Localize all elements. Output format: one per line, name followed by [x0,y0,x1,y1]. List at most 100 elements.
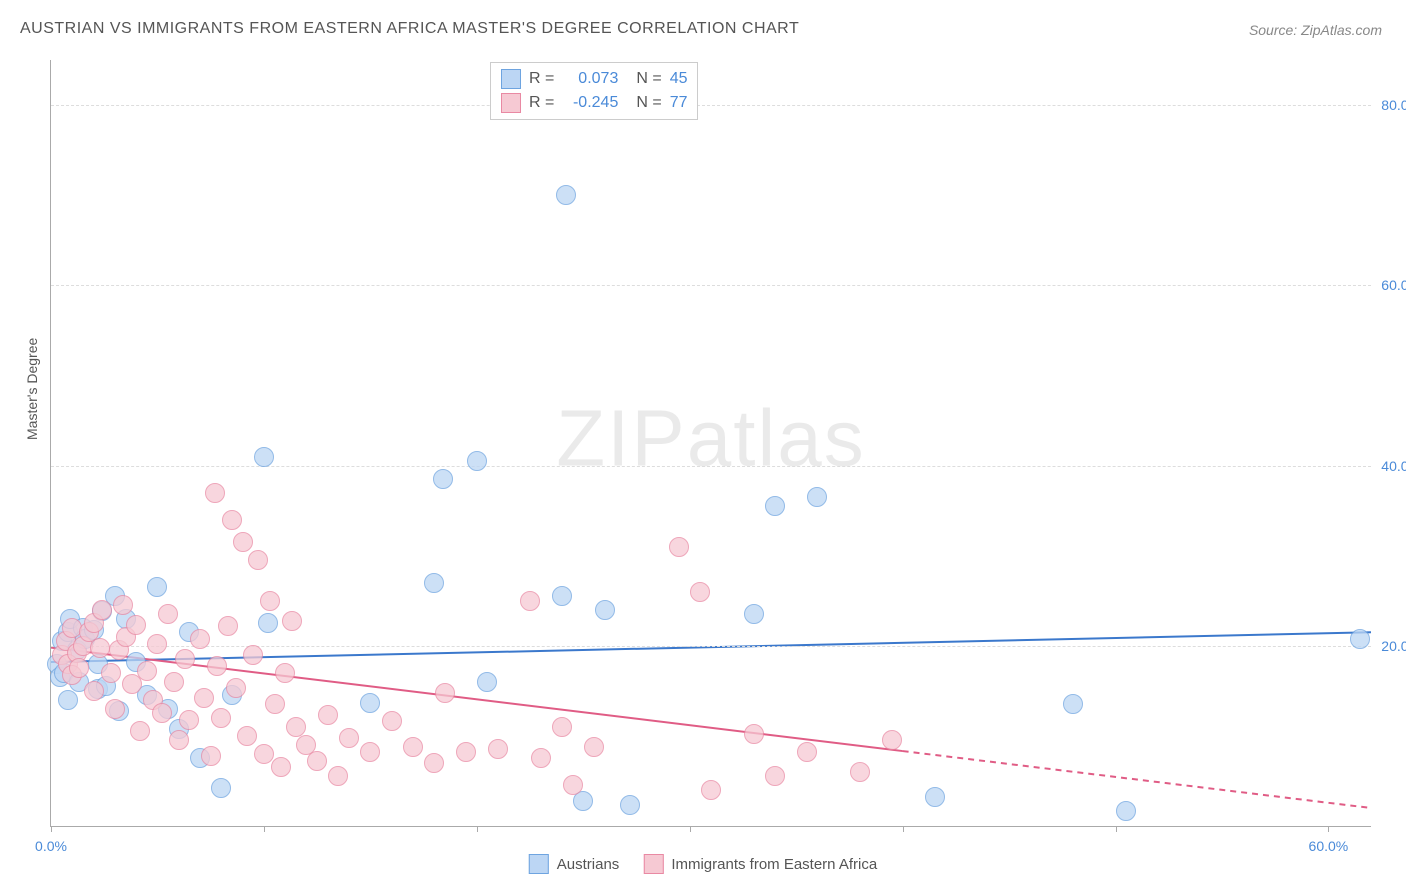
scatter-point-eastern_africa [113,595,133,615]
scatter-point-eastern_africa [424,753,444,773]
trendline-dashed-eastern_africa [903,751,1371,808]
swatch-austrians [501,69,521,89]
scatter-point-eastern_africa [152,703,172,723]
y-tick-label: 40.0% [1373,458,1406,474]
scatter-point-eastern_africa [520,591,540,611]
scatter-point-eastern_africa [218,616,238,636]
correlation-stats-box: R = 0.073 N = 45 R = -0.245 N = 77 [490,62,698,120]
y-tick-label: 80.0% [1373,97,1406,113]
scatter-point-austrians [1350,629,1370,649]
scatter-point-eastern_africa [690,582,710,602]
scatter-point-eastern_africa [164,672,184,692]
scatter-point-eastern_africa [179,710,199,730]
scatter-point-eastern_africa [105,699,125,719]
scatter-point-eastern_africa [194,688,214,708]
x-tick [51,826,52,832]
scatter-point-eastern_africa [126,615,146,635]
scatter-point-eastern_africa [226,678,246,698]
scatter-point-austrians [807,487,827,507]
scatter-point-eastern_africa [701,780,721,800]
x-tick [477,826,478,832]
scatter-point-eastern_africa [531,748,551,768]
scatter-point-eastern_africa [169,730,189,750]
scatter-point-eastern_africa [137,661,157,681]
legend: Austrians Immigrants from Eastern Africa [529,854,877,874]
watermark: ZIPatlas [556,392,865,484]
scatter-point-austrians [258,613,278,633]
scatter-point-eastern_africa [552,717,572,737]
scatter-point-austrians [424,573,444,593]
scatter-point-austrians [744,604,764,624]
scatter-point-eastern_africa [563,775,583,795]
scatter-point-eastern_africa [254,744,274,764]
scatter-point-eastern_africa [286,717,306,737]
scatter-point-eastern_africa [488,739,508,759]
legend-item-eastern-africa: Immigrants from Eastern Africa [643,854,877,874]
stats-row-eastern-africa: R = -0.245 N = 77 [501,91,687,115]
scatter-point-eastern_africa [765,766,785,786]
scatter-point-eastern_africa [318,705,338,725]
scatter-point-eastern_africa [360,742,380,762]
x-tick [690,826,691,832]
scatter-point-eastern_africa [307,751,327,771]
swatch-eastern-africa [501,93,521,113]
scatter-point-eastern_africa [130,721,150,741]
scatter-point-austrians [147,577,167,597]
legend-swatch-eastern-africa [643,854,663,874]
scatter-point-eastern_africa [211,708,231,728]
scatter-point-eastern_africa [403,737,423,757]
scatter-point-eastern_africa [205,483,225,503]
scatter-point-eastern_africa [175,649,195,669]
scatter-point-austrians [1063,694,1083,714]
scatter-point-eastern_africa [435,683,455,703]
stats-row-austrians: R = 0.073 N = 45 [501,67,687,91]
scatter-point-eastern_africa [248,550,268,570]
scatter-point-eastern_africa [744,724,764,744]
scatter-point-austrians [477,672,497,692]
x-tick [1328,826,1329,832]
scatter-point-eastern_africa [797,742,817,762]
r-value-eastern-africa: -0.245 [562,94,618,112]
scatter-point-eastern_africa [222,510,242,530]
scatter-point-eastern_africa [850,762,870,782]
gridline [51,285,1371,286]
legend-item-austrians: Austrians [529,854,620,874]
x-tick-label: 60.0% [1309,838,1349,854]
scatter-point-austrians [925,787,945,807]
scatter-point-eastern_africa [90,638,110,658]
scatter-point-austrians [556,185,576,205]
scatter-point-eastern_africa [233,532,253,552]
n-label: N = [636,70,661,88]
gridline [51,466,1371,467]
scatter-point-eastern_africa [92,600,112,620]
x-tick-label: 0.0% [35,838,67,854]
source-name: ZipAtlas.com [1301,22,1382,38]
legend-label-eastern-africa: Immigrants from Eastern Africa [671,856,877,873]
scatter-point-eastern_africa [584,737,604,757]
scatter-point-eastern_africa [271,757,291,777]
chart-container: { "title": "AUSTRIAN VS IMMIGRANTS FROM … [0,0,1406,892]
scatter-point-eastern_africa [382,711,402,731]
scatter-point-austrians [620,795,640,815]
scatter-point-eastern_africa [282,611,302,631]
scatter-point-eastern_africa [237,726,257,746]
scatter-point-eastern_africa [147,634,167,654]
chart-plot-area: ZIPatlas 20.0%40.0%60.0%80.0%0.0%60.0% [50,60,1371,827]
scatter-point-eastern_africa [207,656,227,676]
scatter-point-eastern_africa [275,663,295,683]
scatter-point-austrians [765,496,785,516]
x-tick [1116,826,1117,832]
x-tick [903,826,904,832]
scatter-point-eastern_africa [265,694,285,714]
gridline [51,105,1371,106]
scatter-point-austrians [211,778,231,798]
scatter-point-eastern_africa [339,728,359,748]
legend-swatch-austrians [529,854,549,874]
y-tick-label: 20.0% [1373,638,1406,654]
n-value-austrians: 45 [670,70,688,88]
scatter-point-eastern_africa [101,663,121,683]
scatter-point-austrians [58,690,78,710]
scatter-point-eastern_africa [201,746,221,766]
scatter-point-eastern_africa [243,645,263,665]
trend-lines-layer [51,60,1371,826]
